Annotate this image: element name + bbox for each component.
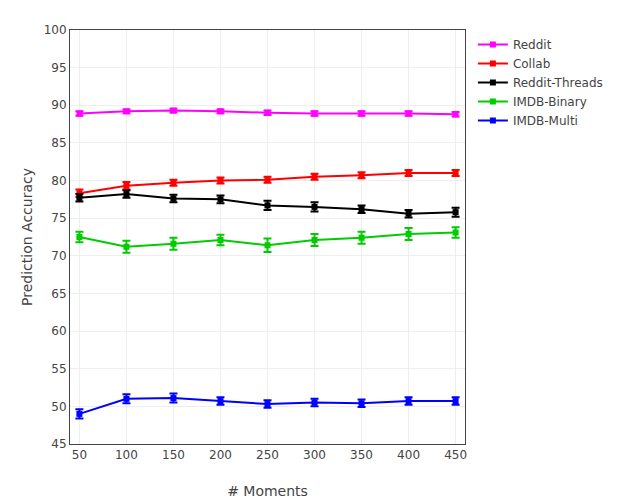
svg-text:Reddit: Reddit <box>513 38 552 52</box>
svg-text:Prediction Accuracy: Prediction Accuracy <box>19 168 35 306</box>
svg-text:IMDB-Multi: IMDB-Multi <box>513 114 578 128</box>
svg-text:45: 45 <box>51 437 66 451</box>
svg-text:70: 70 <box>51 249 66 263</box>
svg-text:IMDB-Binary: IMDB-Binary <box>513 95 587 109</box>
svg-text:65: 65 <box>51 287 66 301</box>
svg-text:50: 50 <box>51 400 66 414</box>
svg-text:100: 100 <box>115 448 138 462</box>
svg-text:90: 90 <box>51 98 66 112</box>
svg-text:75: 75 <box>51 211 66 225</box>
svg-text:250: 250 <box>256 448 279 462</box>
svg-text:300: 300 <box>303 448 326 462</box>
svg-text:60: 60 <box>51 324 66 338</box>
svg-text:200: 200 <box>209 448 232 462</box>
svg-text:150: 150 <box>162 448 185 462</box>
svg-text:Reddit-Threads: Reddit-Threads <box>513 76 603 90</box>
svg-text:50: 50 <box>72 448 87 462</box>
svg-text:350: 350 <box>350 448 373 462</box>
svg-text:85: 85 <box>51 136 66 150</box>
svg-text:400: 400 <box>397 448 420 462</box>
svg-text:55: 55 <box>51 362 66 376</box>
svg-text:95: 95 <box>51 61 66 75</box>
svg-text:# Moments: # Moments <box>227 483 308 499</box>
svg-text:80: 80 <box>51 174 66 188</box>
svg-text:100: 100 <box>44 23 67 37</box>
svg-text:Collab: Collab <box>513 57 550 71</box>
svg-text:450: 450 <box>444 448 467 462</box>
